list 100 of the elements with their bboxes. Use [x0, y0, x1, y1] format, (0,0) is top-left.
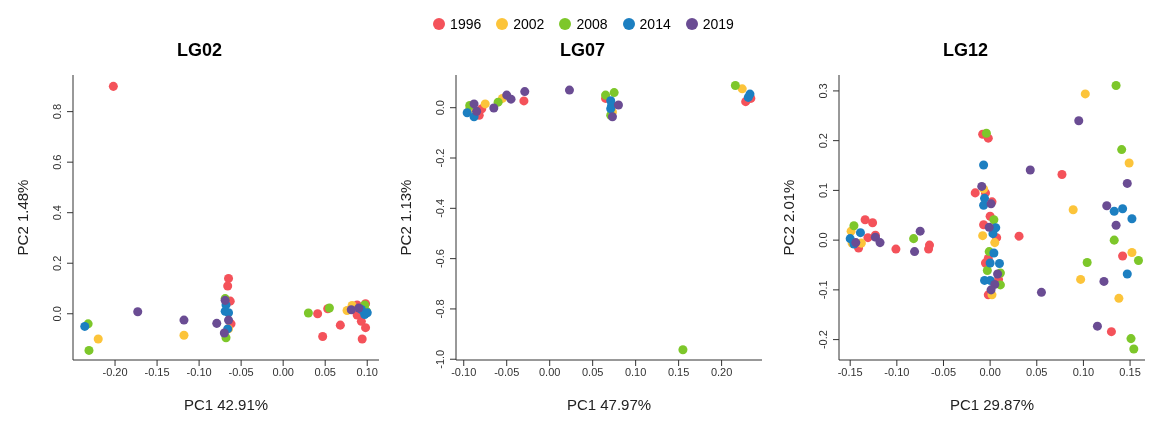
- point: [520, 87, 530, 97]
- point: [1082, 258, 1092, 268]
- point: [108, 81, 118, 91]
- point: [462, 108, 472, 118]
- x-tick-label: 0.15: [667, 365, 690, 378]
- point: [1109, 235, 1119, 245]
- x-tick-label: 0.00: [979, 365, 1001, 378]
- point: [480, 99, 490, 109]
- y-tick-label: -0.8: [434, 299, 446, 319]
- point: [984, 222, 994, 232]
- point: [346, 305, 356, 315]
- point: [1106, 327, 1116, 337]
- point: [609, 88, 619, 98]
- point: [989, 248, 999, 258]
- legend-label: 2014: [638, 16, 671, 32]
- point: [986, 285, 996, 295]
- x-tick-label: 0.15: [1119, 365, 1141, 378]
- x-tick-label: -0.15: [144, 365, 170, 378]
- point: [868, 218, 878, 228]
- point: [357, 334, 367, 344]
- point: [335, 320, 345, 330]
- y-axis-title: PC2 1.48%: [14, 179, 32, 256]
- point: [489, 103, 499, 113]
- y-tick-label: -0.2: [817, 330, 829, 350]
- point: [891, 244, 901, 254]
- x-axis-title: PC1 42.91%: [183, 396, 269, 413]
- point: [472, 106, 482, 116]
- point: [1118, 251, 1128, 261]
- x-tick-label: 0.05: [1026, 365, 1048, 378]
- y-tick-label: -0.2: [434, 148, 446, 168]
- x-tick-label: 0.00: [538, 365, 561, 378]
- y-tick-label: 0.0: [51, 306, 63, 322]
- point: [1014, 231, 1024, 241]
- chart-title: LG07: [559, 40, 606, 62]
- x-tick-label: -0.20: [102, 365, 128, 378]
- x-tick-label: 0.05: [314, 365, 336, 378]
- legend-label: 1996: [449, 16, 482, 32]
- point: [313, 309, 323, 319]
- point: [1127, 248, 1137, 258]
- point: [1127, 214, 1137, 224]
- point: [84, 345, 94, 355]
- point: [855, 228, 865, 238]
- legend-label: 2019: [701, 16, 734, 32]
- point: [303, 308, 313, 318]
- x-tick-label: 0.10: [624, 365, 647, 378]
- chart-title: LG12: [942, 40, 989, 62]
- point: [1102, 201, 1112, 211]
- point: [1118, 204, 1128, 214]
- point: [1068, 205, 1078, 215]
- x-tick-label: -0.05: [930, 365, 957, 378]
- point: [1111, 80, 1121, 90]
- point: [179, 315, 189, 325]
- x-tick-label: -0.10: [451, 365, 477, 378]
- y-tick-label: 0.0: [817, 232, 829, 248]
- point: [1076, 274, 1086, 284]
- point: [506, 94, 516, 104]
- point: [989, 215, 999, 225]
- point: [1111, 220, 1121, 230]
- point: [1117, 145, 1127, 155]
- point: [519, 96, 529, 106]
- y-tick-label: 0.1: [817, 182, 829, 199]
- y-tick-label: 0.4: [51, 205, 63, 221]
- point: [361, 323, 371, 333]
- point: [1036, 287, 1046, 297]
- x-tick-label: 0.10: [356, 365, 378, 378]
- y-tick-label: 0.0: [434, 100, 446, 116]
- point: [985, 258, 995, 268]
- y-tick-label: -0.4: [434, 198, 446, 218]
- point: [1114, 293, 1124, 303]
- y-tick-label: -0.6: [434, 249, 446, 269]
- point: [730, 81, 740, 91]
- y-tick-label: 0.2: [817, 133, 829, 149]
- point: [1129, 344, 1139, 354]
- y-tick-label: -0.1: [817, 280, 829, 300]
- point: [1122, 178, 1132, 188]
- x-tick-label: -0.05: [494, 365, 520, 378]
- y-tick-label: 0.6: [51, 154, 63, 170]
- point: [915, 226, 925, 236]
- point: [990, 238, 1000, 248]
- point: [318, 332, 328, 342]
- x-axis-title: PC1 29.87%: [949, 396, 1035, 413]
- point: [978, 231, 988, 241]
- point: [469, 99, 479, 109]
- point: [1025, 165, 1035, 175]
- point: [133, 307, 143, 317]
- point: [860, 215, 870, 225]
- y-tick-label: 0.3: [817, 83, 829, 99]
- point: [219, 328, 229, 338]
- point: [212, 318, 222, 328]
- point: [1074, 116, 1084, 126]
- point: [1057, 169, 1067, 179]
- y-axis-title: PC2 1.13%: [397, 179, 415, 256]
- x-axis-title: PC1 47.97%: [566, 396, 652, 413]
- x-tick-label: 0.00: [272, 365, 294, 378]
- y-axis-title: PC2 2.01%: [780, 179, 798, 256]
- point: [678, 345, 688, 355]
- point: [982, 265, 992, 275]
- point: [875, 238, 885, 248]
- point: [1092, 321, 1102, 331]
- x-tick-label: -0.05: [228, 365, 254, 378]
